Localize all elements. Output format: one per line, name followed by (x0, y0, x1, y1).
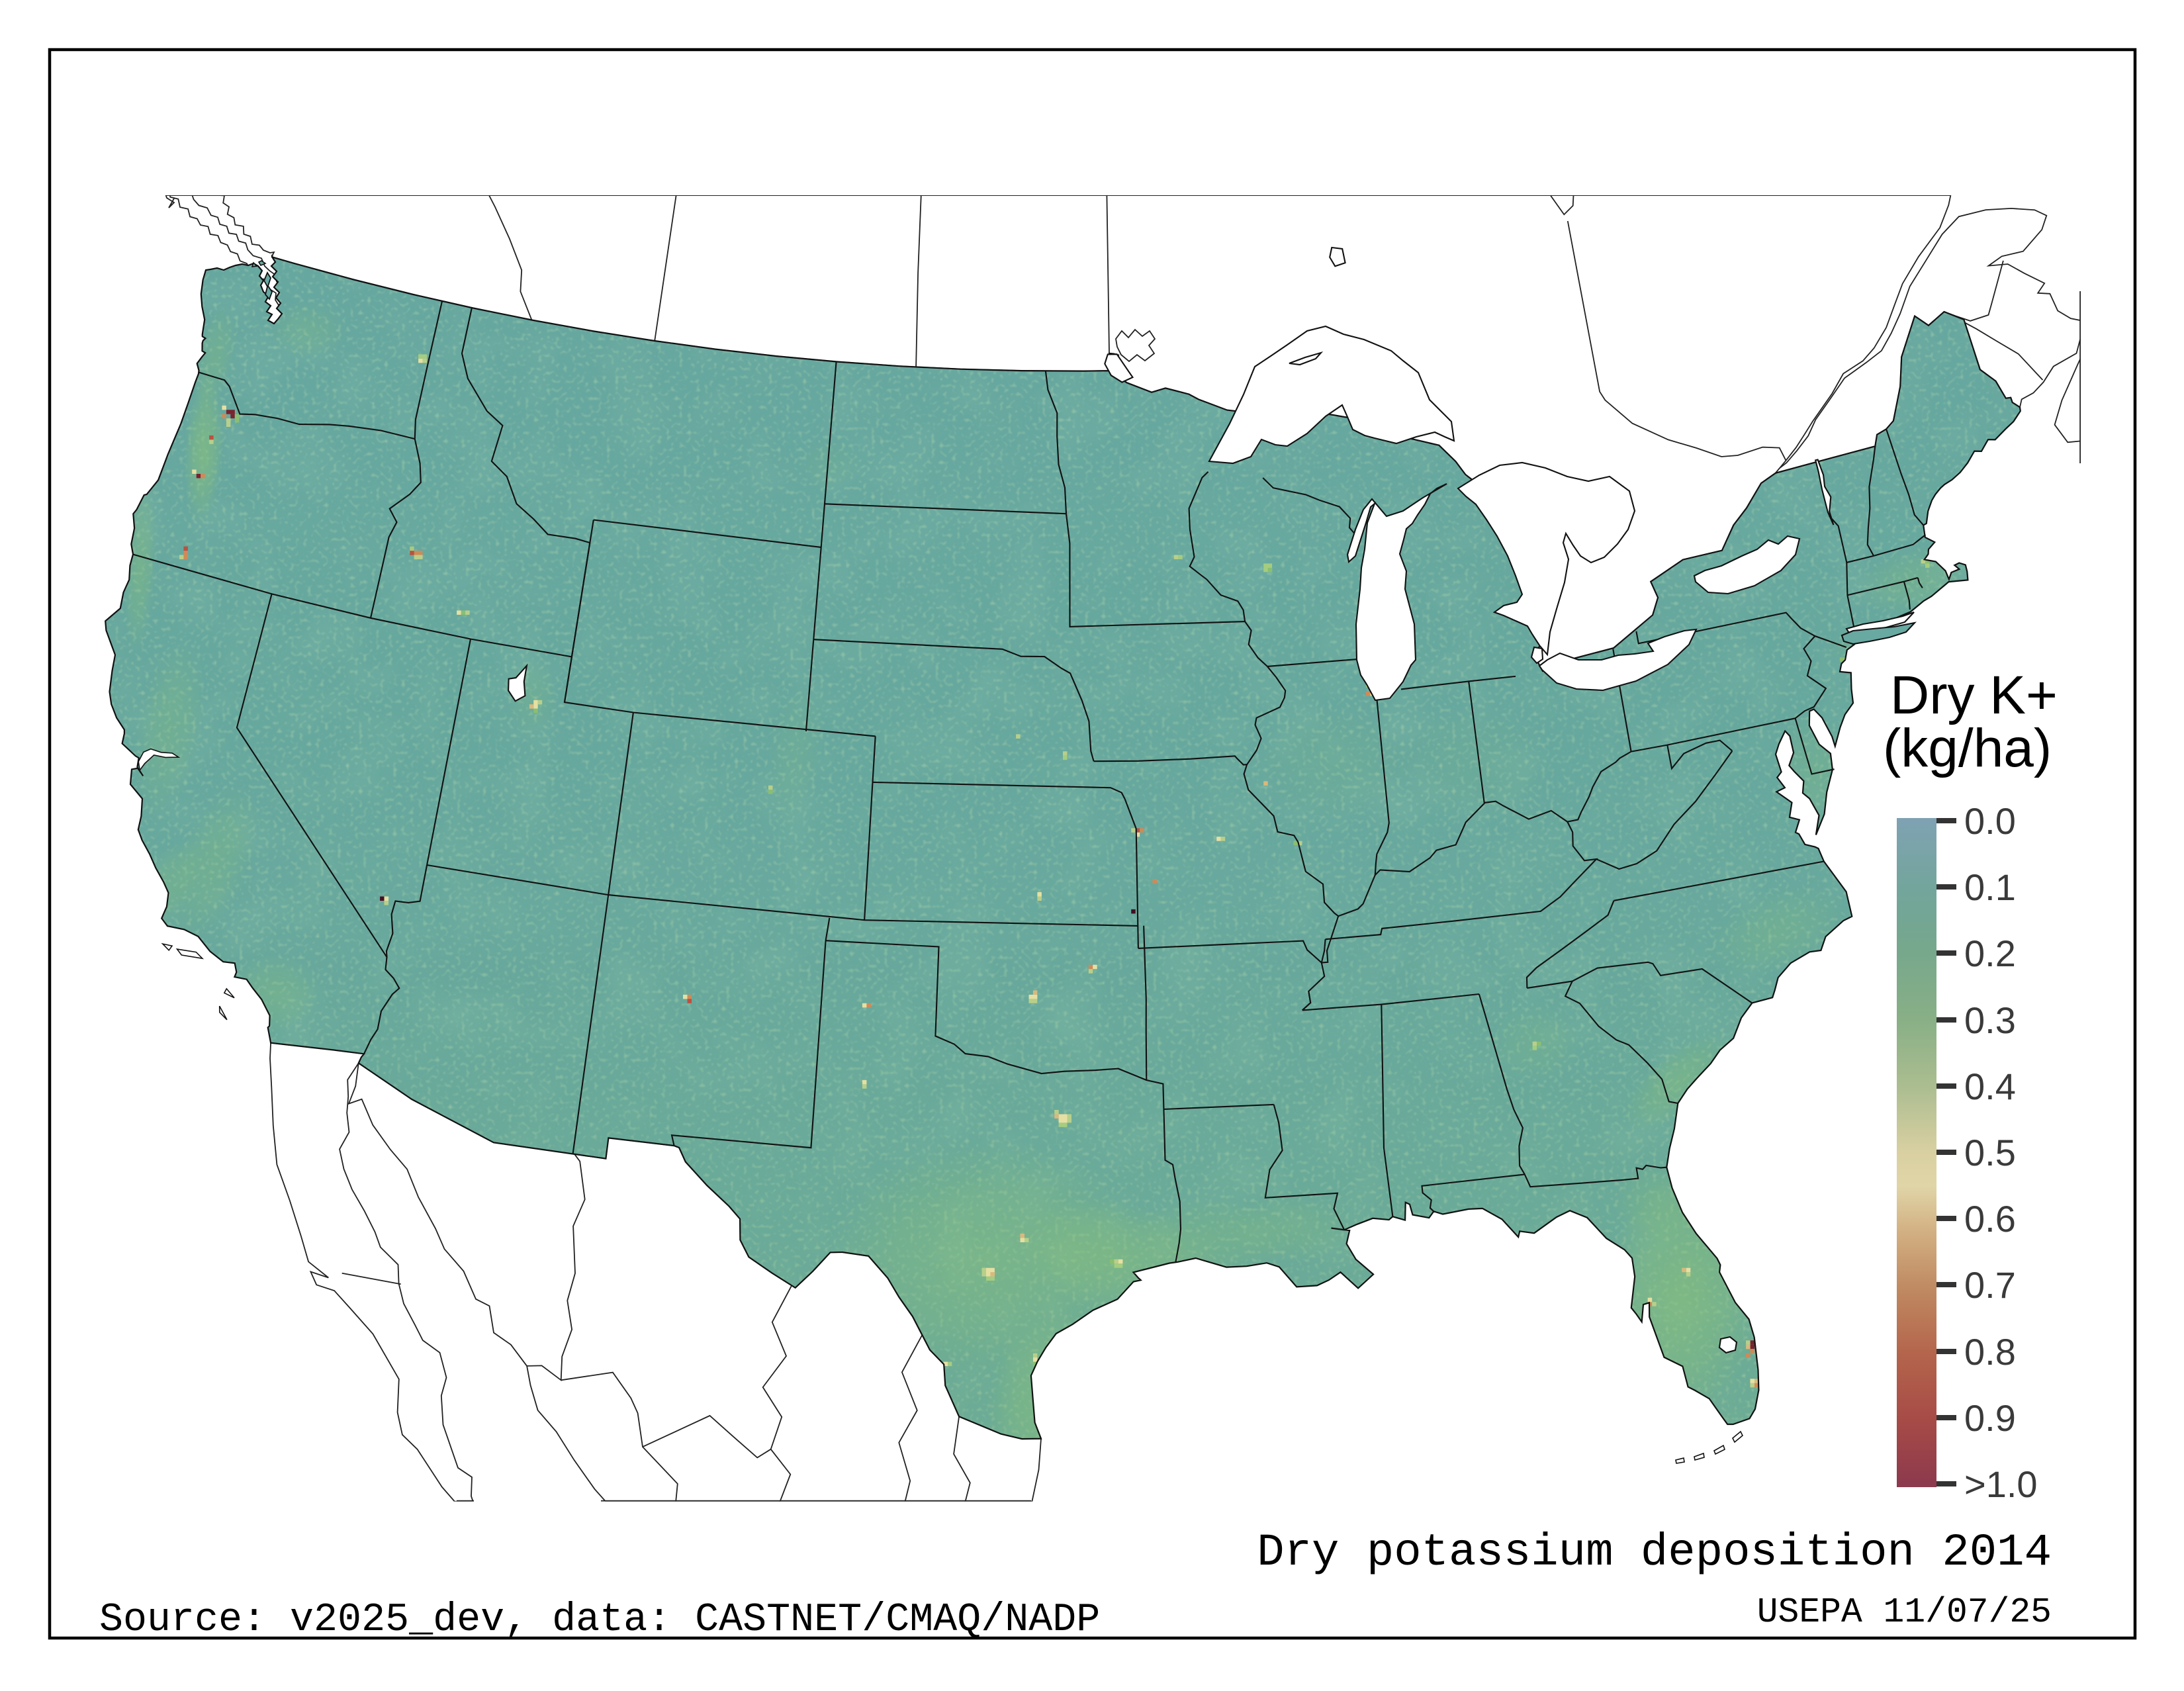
svg-text:0.7: 0.7 (1964, 1264, 2016, 1306)
svg-text:Dry potassium deposition 2014: Dry potassium deposition 2014 (1257, 1527, 2052, 1578)
svg-text:0.9: 0.9 (1964, 1397, 2016, 1439)
svg-text:(kg/ha): (kg/ha) (1883, 718, 2052, 778)
svg-text:0.3: 0.3 (1964, 999, 2016, 1041)
svg-text:USEPA 11/07/25: USEPA 11/07/25 (1757, 1592, 2052, 1632)
svg-text:0.5: 0.5 (1964, 1132, 2016, 1173)
svg-text:Source: v2025_dev, data: CASTN: Source: v2025_dev, data: CASTNET/CMAQ/NA… (99, 1598, 1100, 1643)
svg-text:Dry K+: Dry K+ (1890, 665, 2058, 725)
svg-text:>1.0: >1.0 (1964, 1463, 2038, 1505)
svg-text:0.6: 0.6 (1964, 1198, 2016, 1240)
svg-text:0.8: 0.8 (1964, 1331, 2016, 1373)
svg-text:0.2: 0.2 (1964, 933, 2016, 974)
svg-text:0.4: 0.4 (1964, 1066, 2016, 1107)
svg-text:0.1: 0.1 (1964, 866, 2016, 908)
svg-text:0.0: 0.0 (1964, 800, 2016, 842)
